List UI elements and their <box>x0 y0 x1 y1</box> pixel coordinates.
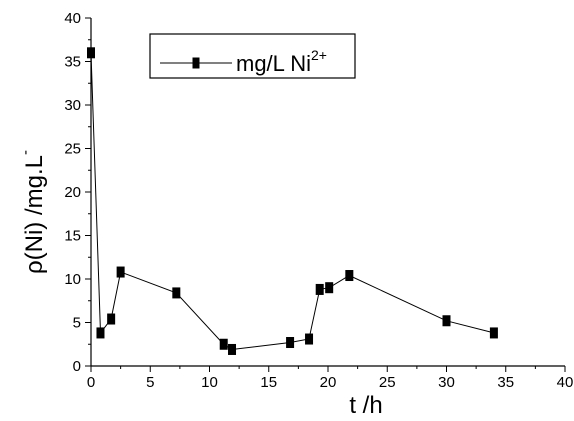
x-tick-label: 25 <box>379 374 396 391</box>
y-tick-label: 10 <box>64 271 81 288</box>
legend-label: mg/L Ni2+ <box>236 47 327 76</box>
y-axis-title: ρ(Ni) /mg.L- <box>17 150 48 274</box>
data-point-marker <box>286 337 295 349</box>
y-tick-label: 30 <box>64 97 81 114</box>
y-tick-label: 15 <box>64 228 81 245</box>
y-tick-label: 35 <box>64 54 81 71</box>
x-axis-title: t /h <box>349 392 382 419</box>
series-line <box>90 52 495 351</box>
data-point-marker <box>116 266 125 278</box>
x-tick-label: 20 <box>320 374 337 391</box>
legend: mg/L Ni2+ <box>149 33 356 79</box>
y-tick-label: 0 <box>73 358 81 375</box>
data-point-marker <box>489 327 498 339</box>
y-tick-label: 20 <box>64 184 81 201</box>
x-tick-label: 15 <box>260 374 277 391</box>
y-tick-label: 25 <box>64 141 81 158</box>
data-point-marker <box>315 283 324 295</box>
legend-box <box>149 33 356 79</box>
data-point-marker <box>172 287 181 299</box>
data-point-marker <box>442 315 451 327</box>
x-tick-label: 35 <box>497 374 514 391</box>
plot-marks <box>87 47 498 355</box>
x-tick-label: 5 <box>146 374 154 391</box>
legend-marker-sample <box>192 57 200 69</box>
data-point-marker <box>325 282 334 294</box>
axes: 0 5 10 15 20 25 30 35 40 0 5 10 15 20 25 30 35 40 <box>64 10 573 391</box>
y-tick-label: 5 <box>73 315 81 332</box>
data-point-marker <box>345 270 354 282</box>
data-point-marker <box>305 333 314 345</box>
x-tick-label: 30 <box>438 374 455 391</box>
data-point-marker <box>107 313 116 325</box>
y-tick-label: 40 <box>64 10 81 27</box>
data-point-marker <box>219 338 228 350</box>
x-tick-label: 40 <box>557 374 574 391</box>
data-point-marker <box>96 327 105 339</box>
x-tick-label: 0 <box>87 374 95 391</box>
data-point-marker <box>228 343 237 355</box>
x-tick-label: 10 <box>201 374 218 391</box>
